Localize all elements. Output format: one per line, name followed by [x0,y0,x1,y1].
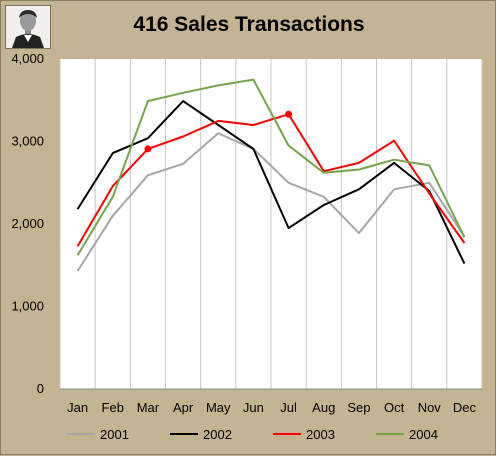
x-tick-label: Jan [67,400,88,415]
x-tick-label: May [206,400,231,415]
x-tick-label: Jun [243,400,264,415]
legend-label: 2004 [409,427,438,442]
chart-title: 416 Sales Transactions [133,13,365,36]
series-line-2003 [76,113,466,247]
y-axis-tick-labels: 0 1,000 2,000 3,000 4,000 [11,51,44,396]
x-tick-label: Mar [137,400,160,415]
data-point-2003 [285,110,293,118]
chart-legend: 2001 2002 2003 2004 [67,427,438,442]
legend-label: 2003 [306,427,335,442]
x-axis-tick-labels: Jan Feb Mar Apr May Jun Jul Aug Sep Oct Nov Dec [67,400,476,415]
y-tick-label: 0 [37,381,44,396]
y-tick-label: 4,000 [11,51,44,66]
series-line-2001 [76,132,466,272]
data-point-2003 [144,145,152,153]
author-avatar [5,5,51,49]
x-tick-label: Dec [453,400,477,415]
x-tick-label: Nov [418,400,442,415]
series-lines [76,78,466,272]
y-tick-label: 3,000 [11,134,44,149]
series-line-2004 [76,78,466,256]
x-tick-label: Apr [173,400,194,415]
x-tick-label: Sep [347,400,370,415]
x-tick-label: Feb [102,400,124,415]
x-tick-label: Aug [312,400,335,415]
x-tick-label: Oct [384,400,405,415]
y-tick-label: 1,000 [11,299,44,314]
y-tick-label: 2,000 [11,216,44,231]
legend-label: 2001 [100,427,129,442]
legend-label: 2002 [203,427,232,442]
data-point-markers [144,110,293,153]
series-line-2002 [76,100,466,265]
person-portrait-icon [6,6,50,48]
x-tick-label: Jul [280,400,297,415]
